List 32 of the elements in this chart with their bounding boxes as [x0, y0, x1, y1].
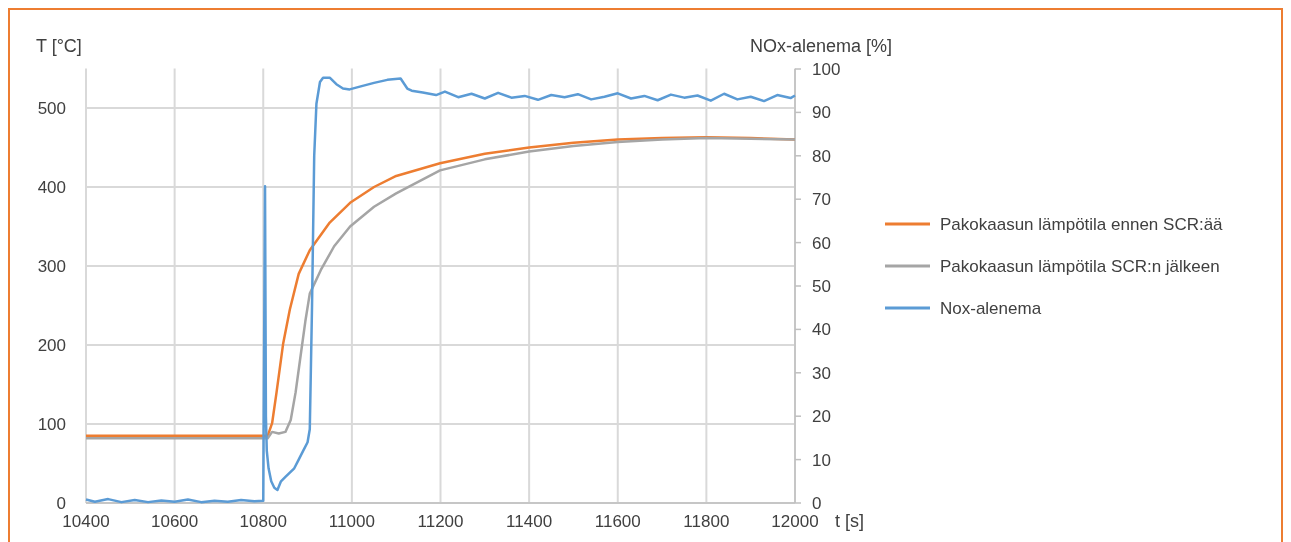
y2-tick-label: 50	[812, 277, 831, 296]
y2-axis-title: NOx-alenema [%]	[750, 36, 893, 56]
x-tick-label: 12000	[771, 512, 819, 531]
x-tick-label: 11000	[328, 512, 375, 531]
y2-tick-label: 0	[812, 494, 822, 513]
x-tick-label: 10400	[62, 512, 110, 531]
x-tick-label: 11600	[594, 512, 641, 531]
y-tick-label: 100	[37, 415, 66, 434]
y-tick-label: 0	[56, 494, 66, 513]
y2-tick-label: 70	[812, 190, 831, 210]
x-tick-label: 11400	[506, 512, 553, 531]
legend-label: Nox-alenema	[940, 299, 1042, 318]
legend-label: Pakokaasun lämpötila ennen SCR:ää	[940, 215, 1224, 234]
y2-tick-label: 30	[812, 363, 831, 383]
legend-label: Pakokaasun lämpötila SCR:n jälkeen	[940, 257, 1220, 276]
y2-tick-label: 60	[812, 233, 831, 253]
x-tick-label: 10800	[239, 512, 287, 531]
y2-tick-label: 90	[812, 103, 831, 123]
y-axis-title: T [°C]	[36, 36, 82, 56]
y2-tick-label: 10	[812, 450, 831, 470]
x-tick-label: 11800	[683, 512, 730, 531]
x-tick-label: 10600	[150, 512, 199, 531]
y2-tick-label: 40	[812, 320, 831, 340]
x-axis-title: t [s]	[835, 511, 865, 531]
y-tick-label: 200	[37, 336, 66, 355]
y2-tick-label: 20	[812, 407, 831, 427]
y2-tick-label: 80	[812, 146, 831, 166]
y-tick-label: 500	[37, 99, 66, 118]
x-tick-label: 11200	[417, 512, 464, 531]
y2-tick-label: 100	[812, 60, 841, 79]
y-tick-label: 400	[37, 178, 66, 197]
y-tick-label: 300	[37, 257, 66, 276]
